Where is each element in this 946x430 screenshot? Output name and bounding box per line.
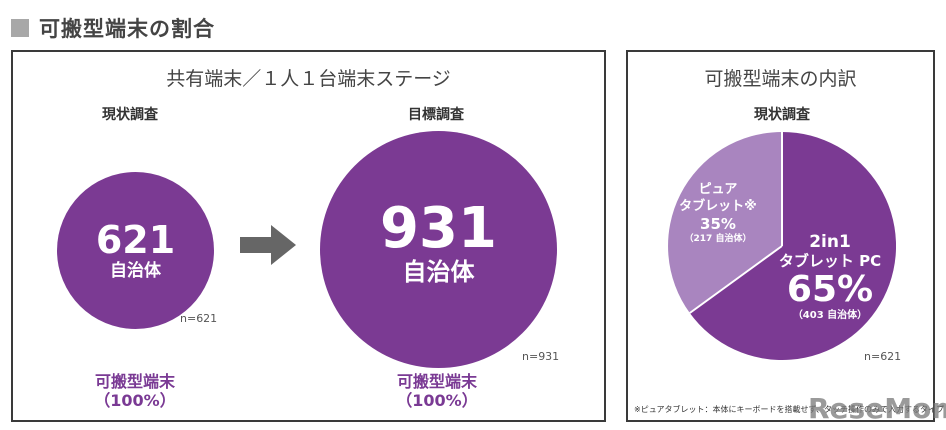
pure-tablet-label: ピュア タブレット※ 35% （217 自治体） xyxy=(668,181,768,245)
pure-tablet-count: （217 自治体） xyxy=(684,234,752,244)
target-survey-label: 目標調査 xyxy=(408,107,464,123)
title-square-icon xyxy=(11,19,29,37)
2in1-count: （403 自治体） xyxy=(792,310,868,321)
pie-sub-label: 現状調査 xyxy=(754,107,810,123)
2in1-line1: 2in1 xyxy=(809,232,851,252)
right-arrow-icon xyxy=(240,225,298,265)
pure-tablet-line1: ピュア xyxy=(698,182,738,197)
2in1-label: 2in1 タブレット PC 65% （403 自治体） xyxy=(765,232,895,322)
pie-chart xyxy=(668,132,897,360)
target-n-label: n=931 xyxy=(522,350,560,363)
target-footer: 可搬型端末 （100%） xyxy=(372,372,502,410)
2in1-pct: 65% xyxy=(786,269,874,310)
left-panel xyxy=(11,50,606,422)
current-unit: 自治体 xyxy=(110,260,161,281)
pie-slice-2in1 xyxy=(689,132,897,360)
target-value: 931 xyxy=(380,195,497,261)
target-footer-line1: 可搬型端末 xyxy=(396,372,477,391)
current-survey-label: 現状調査 xyxy=(102,107,158,123)
pure-tablet-pct: 35% xyxy=(700,215,736,233)
section-title: 可搬型端末の割合 xyxy=(11,14,215,42)
current-n-label: n=621 xyxy=(180,312,218,325)
current-footer-line2: （100%） xyxy=(94,391,176,410)
target-unit: 自治体 xyxy=(402,257,475,286)
pie-n-label: n=621 xyxy=(864,350,902,363)
2in1-line2: タブレット PC xyxy=(778,252,882,270)
pure-tablet-footnote: ※ピュアタブレット：本体にキーボードを搭載せず、タッチ操作のみで入力するタイプ xyxy=(634,405,944,414)
page-title: 可搬型端末の割合 xyxy=(39,17,215,41)
right-panel xyxy=(626,50,935,422)
pure-tablet-line2: タブレット※ xyxy=(679,199,757,214)
right-panel-heading: 可搬型端末の内訳 xyxy=(704,68,857,90)
resemom-watermark-logo: ReseMom xyxy=(808,392,946,425)
target-bubble: 931 自治体 xyxy=(320,131,557,368)
current-value: 621 xyxy=(95,217,176,262)
target-footer-line2: （100%） xyxy=(396,391,478,410)
current-footer-line1: 可搬型端末 xyxy=(94,372,175,391)
current-bubble: 621 自治体 xyxy=(57,172,214,329)
pie-slice-pure-tablet xyxy=(668,132,782,313)
current-footer: 可搬型端末 （100%） xyxy=(70,372,200,410)
left-panel-heading: 共有端末／１人１台端末ステージ xyxy=(166,68,451,90)
